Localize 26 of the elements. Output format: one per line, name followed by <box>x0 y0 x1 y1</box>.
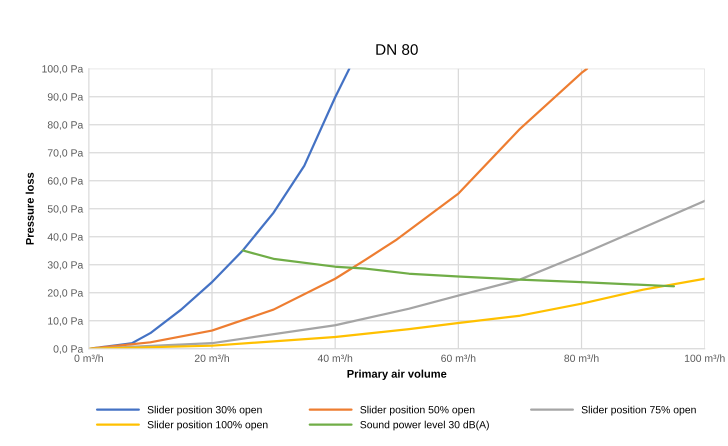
x-tick-label: 60 m³/h <box>441 354 476 362</box>
y-axis-title: Pressure loss <box>26 172 34 244</box>
legend-label: Slider position 50% open <box>360 406 474 416</box>
y-tick-label: 0,0 Pa <box>54 345 84 354</box>
y-tick-label: 20,0 Pa <box>48 289 84 298</box>
y-tick-label: 90,0 Pa <box>48 93 84 102</box>
x-axis-title: Primary air volume <box>347 370 446 380</box>
y-tick-label: 10,0 Pa <box>48 317 84 326</box>
y-tick-label: 30,0 Pa <box>48 261 84 270</box>
legend-label: Slider position 75% open <box>582 406 696 416</box>
x-tick-label: 100 m³/h <box>684 354 725 362</box>
legend-label: Slider position 30% open <box>148 406 262 416</box>
x-tick-label: 40 m³/h <box>318 354 352 362</box>
y-tick-label: 50,0 Pa <box>48 205 84 214</box>
y-tick-label: 40,0 Pa <box>48 233 84 242</box>
legend-label: Sound power level 30 dB(A) <box>360 420 489 430</box>
x-tick-label: 20 m³/h <box>194 354 229 362</box>
y-tick-label: 60,0 Pa <box>48 177 84 186</box>
chart-title: DN 80 <box>376 44 418 55</box>
x-tick-label: 0 m³/h <box>74 354 103 362</box>
y-tick-label: 70,0 Pa <box>48 149 84 158</box>
y-tick-label: 100,0 Pa <box>42 65 84 74</box>
y-tick-label: 80,0 Pa <box>48 121 84 130</box>
line-series <box>242 249 676 288</box>
x-tick-label: 80 m³/h <box>564 354 599 362</box>
legend-label: Slider position 100% open <box>148 420 268 430</box>
